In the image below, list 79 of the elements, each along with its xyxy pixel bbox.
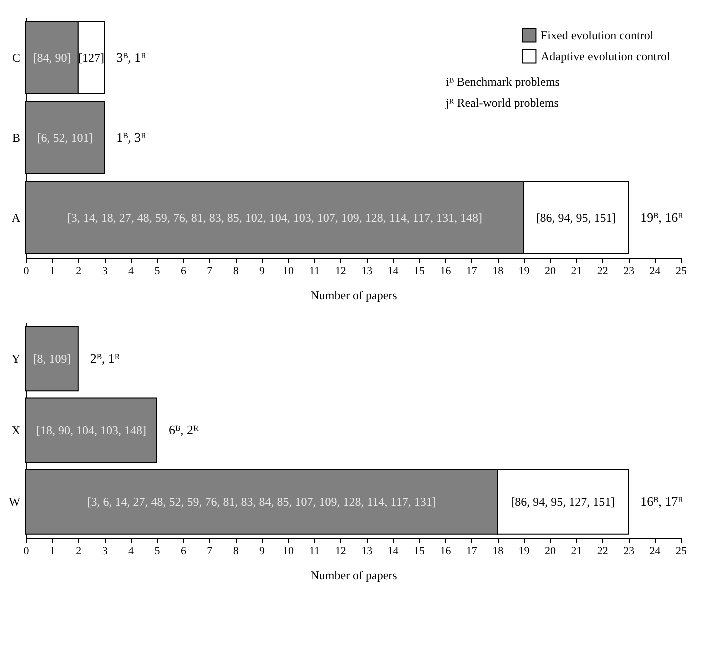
x-tick-label: 0 (24, 266, 30, 278)
x-tick-label: 9 (260, 266, 266, 278)
x-tick-label: 6 (180, 546, 187, 558)
x-tick-label: 15 (414, 546, 426, 558)
total-label: 19ᴮ, 16ᴿ (640, 210, 684, 225)
x-tick-label: 15 (414, 266, 426, 278)
y-tick-label: W (9, 495, 22, 510)
x-tick-label: 4 (128, 546, 135, 558)
x-tick-label: 19 (518, 546, 530, 558)
x-tick-label: 13 (362, 266, 374, 278)
x-tick-label: 8 (233, 546, 240, 558)
x-tick-label: 10 (283, 546, 294, 558)
x-tick-label: 12 (335, 546, 346, 558)
x-tick-label: 21 (571, 546, 582, 558)
legend-label: Fixed evolution control (541, 28, 654, 42)
x-tick-label: 19 (518, 266, 530, 278)
x-tick-label: 1 (50, 266, 56, 278)
x-tick-label: 0 (24, 546, 30, 558)
total-label: 2ᴮ, 1ᴿ (90, 350, 121, 366)
total-label: 3ᴮ, 1ᴿ (116, 50, 148, 65)
annotation: [3, 14, 18, 27, 48, 59, 76, 81, 83, 85, 102, 104, 103, 107, 109, 128, 114, 117, 131, 148] (67, 211, 482, 225)
x-tick-label: 17 (466, 546, 478, 558)
x-tick-label: 20 (545, 266, 556, 278)
annotation: [3, 6, 14, 27, 48, 52, 59, 76, 81, 83, 84, 85, 107, 109, 128, 114, 117, 131] (87, 495, 436, 510)
annotation: [8, 109] (33, 352, 72, 366)
x-tick-label: 17 (466, 266, 478, 278)
annotation: iᴮ Benchmark problems (446, 75, 560, 89)
x-tick-label: 25 (676, 266, 688, 278)
x-tick-label: 5 (154, 266, 161, 278)
x-tick-label: 16 (440, 266, 452, 278)
y-tick-label: X (12, 424, 21, 438)
x-tick-label: 14 (388, 546, 400, 558)
x-tick-label: 3 (102, 266, 108, 278)
x-tick-label: 24 (650, 266, 662, 278)
annotation: [86, 94, 95, 151] (536, 211, 616, 225)
legend-label: Adaptive evolution control (541, 50, 671, 64)
x-tick-label: 13 (362, 546, 374, 558)
x-tick-label: 23 (624, 266, 636, 278)
x-tick-label: 11 (309, 546, 320, 558)
annotation: [6, 52, 101] (37, 131, 94, 145)
x-tick-label: 7 (207, 546, 214, 558)
x-tick-label: 11 (309, 266, 320, 278)
x-tick-label: 24 (650, 546, 662, 558)
x-tick-label: 6 (180, 266, 187, 278)
total-label: 1ᴮ, 3ᴿ (116, 130, 148, 145)
x-tick-label: 25 (676, 546, 688, 558)
x-tick-label: 22 (597, 266, 608, 278)
x-tick-label: 3 (102, 546, 108, 558)
x-tick-label: 2 (76, 546, 82, 558)
x-tick-label: 22 (597, 546, 608, 558)
y-tick-label: Y (12, 352, 21, 366)
x-axis-title: Number of papers (310, 568, 398, 582)
x-tick-label: 9 (260, 546, 266, 558)
annotation: [84, 90] (33, 51, 72, 65)
x-axis-title: Number of papers (310, 288, 398, 302)
x-tick-label: 18 (492, 266, 504, 278)
annotation: [127] (78, 51, 104, 65)
x-tick-label: 5 (154, 546, 161, 558)
x-tick-label: 21 (571, 266, 582, 278)
x-tick-label: 1 (50, 546, 56, 558)
annotation: jᴿ Real-world problems (445, 96, 560, 110)
x-tick-label: 4 (128, 266, 135, 278)
x-tick-label: 20 (545, 546, 556, 558)
annotation: [86, 94, 95, 127, 151] (511, 495, 616, 510)
x-tick-label: 2 (76, 266, 82, 278)
x-tick-label: 14 (388, 266, 400, 278)
total-label: 6ᴮ, 2ᴿ (169, 422, 200, 438)
x-tick-label: 23 (624, 546, 636, 558)
x-tick-label: 8 (233, 266, 240, 278)
x-tick-label: 12 (335, 266, 346, 278)
y-tick-label: A (12, 211, 21, 225)
x-tick-label: 16 (440, 546, 452, 558)
total-label: 16ᴮ, 17ᴿ (640, 494, 684, 510)
y-tick-label: C (12, 51, 20, 65)
x-tick-label: 7 (207, 266, 214, 278)
y-tick-label: B (12, 131, 20, 145)
x-tick-label: 10 (283, 266, 294, 278)
annotation: [18, 90, 104, 103, 148] (36, 424, 146, 438)
x-tick-label: 18 (492, 546, 504, 558)
